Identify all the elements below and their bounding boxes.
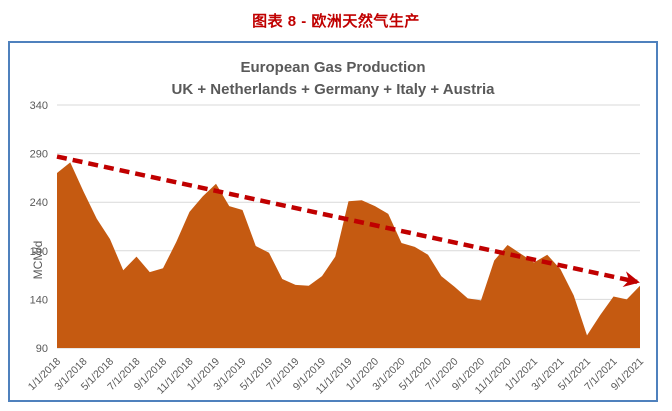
chart-box: European Gas Production UK + Netherlands… <box>8 41 658 402</box>
production-area-series <box>57 162 640 348</box>
chart-title: European Gas Production <box>240 59 426 76</box>
gas-production-plot: 90 140 190 240 290 340 1/1/20183/1/20185/1/201… <box>26 100 646 397</box>
svg-text:340: 340 <box>30 100 48 112</box>
page-title: 图表 8 - 欧洲天然气生产 <box>252 13 420 30</box>
y-axis-labels: 90 140 190 240 290 340 <box>30 100 48 355</box>
svg-text:290: 290 <box>30 149 48 161</box>
svg-text:240: 240 <box>30 197 48 209</box>
svg-text:90: 90 <box>36 343 48 355</box>
svg-text:190: 190 <box>30 246 48 258</box>
chart-subtitle: UK + Netherlands + Germany + Italy + Aus… <box>171 81 495 98</box>
trend-arrow-line <box>56 154 640 287</box>
x-axis-labels: 1/1/20183/1/20185/1/20187/1/20189/1/2018… <box>26 356 646 397</box>
svg-text:140: 140 <box>30 294 48 306</box>
